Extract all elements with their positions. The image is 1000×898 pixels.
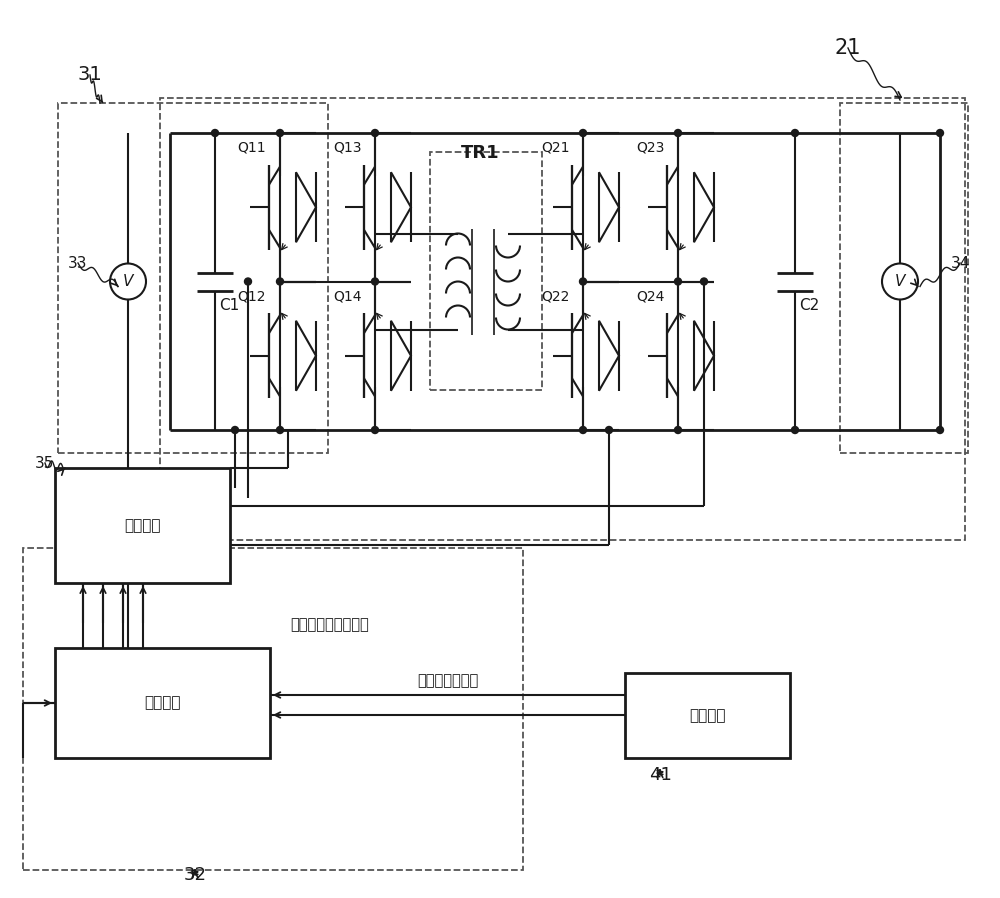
Text: Q12: Q12 [238,289,266,304]
Circle shape [700,278,708,285]
Circle shape [792,129,798,136]
Text: 输出电压指令値: 输出电压指令値 [417,674,478,689]
Bar [625,673,790,758]
Circle shape [372,427,378,434]
Circle shape [936,427,944,434]
Circle shape [580,427,586,434]
Text: Q22: Q22 [541,289,569,304]
Text: C1: C1 [219,298,239,313]
Circle shape [244,278,252,285]
Circle shape [372,278,378,285]
Bar [55,648,270,758]
Text: Q11: Q11 [238,141,266,154]
Text: 33: 33 [68,256,88,270]
Bar [160,98,965,540]
Text: 驱动电路: 驱动电路 [124,518,161,533]
Circle shape [232,427,239,434]
Circle shape [674,278,682,285]
Circle shape [674,427,682,434]
Bar [430,152,542,390]
Bar [23,548,523,870]
Circle shape [212,129,218,136]
Text: TR1: TR1 [461,144,499,162]
Text: Q13: Q13 [333,141,361,154]
Circle shape [276,278,284,285]
Circle shape [276,427,284,434]
Bar [55,468,230,583]
Text: V: V [123,274,133,289]
Text: Q21: Q21 [541,141,569,154]
Bar [58,103,328,453]
Text: Q23: Q23 [636,141,664,154]
Text: 接通、断开指令信号: 接通、断开指令信号 [290,618,369,632]
Text: C2: C2 [799,298,819,313]
Bar [840,103,968,453]
Text: 32: 32 [184,866,207,884]
Text: 34: 34 [950,256,970,270]
Text: 31: 31 [78,66,102,84]
Text: 主控制部: 主控制部 [144,695,181,710]
Circle shape [580,129,586,136]
Text: V: V [895,274,905,289]
Circle shape [372,129,378,136]
Text: Q14: Q14 [333,289,361,304]
Circle shape [936,129,944,136]
Text: 41: 41 [649,766,671,784]
Text: 主控制器: 主控制器 [689,708,726,723]
Circle shape [276,129,284,136]
Circle shape [882,263,918,300]
Circle shape [580,278,586,285]
Text: 35: 35 [35,455,55,471]
Circle shape [792,427,798,434]
Circle shape [606,427,612,434]
Circle shape [110,263,146,300]
Text: 21: 21 [835,38,861,58]
Text: Q24: Q24 [636,289,664,304]
Circle shape [674,129,682,136]
